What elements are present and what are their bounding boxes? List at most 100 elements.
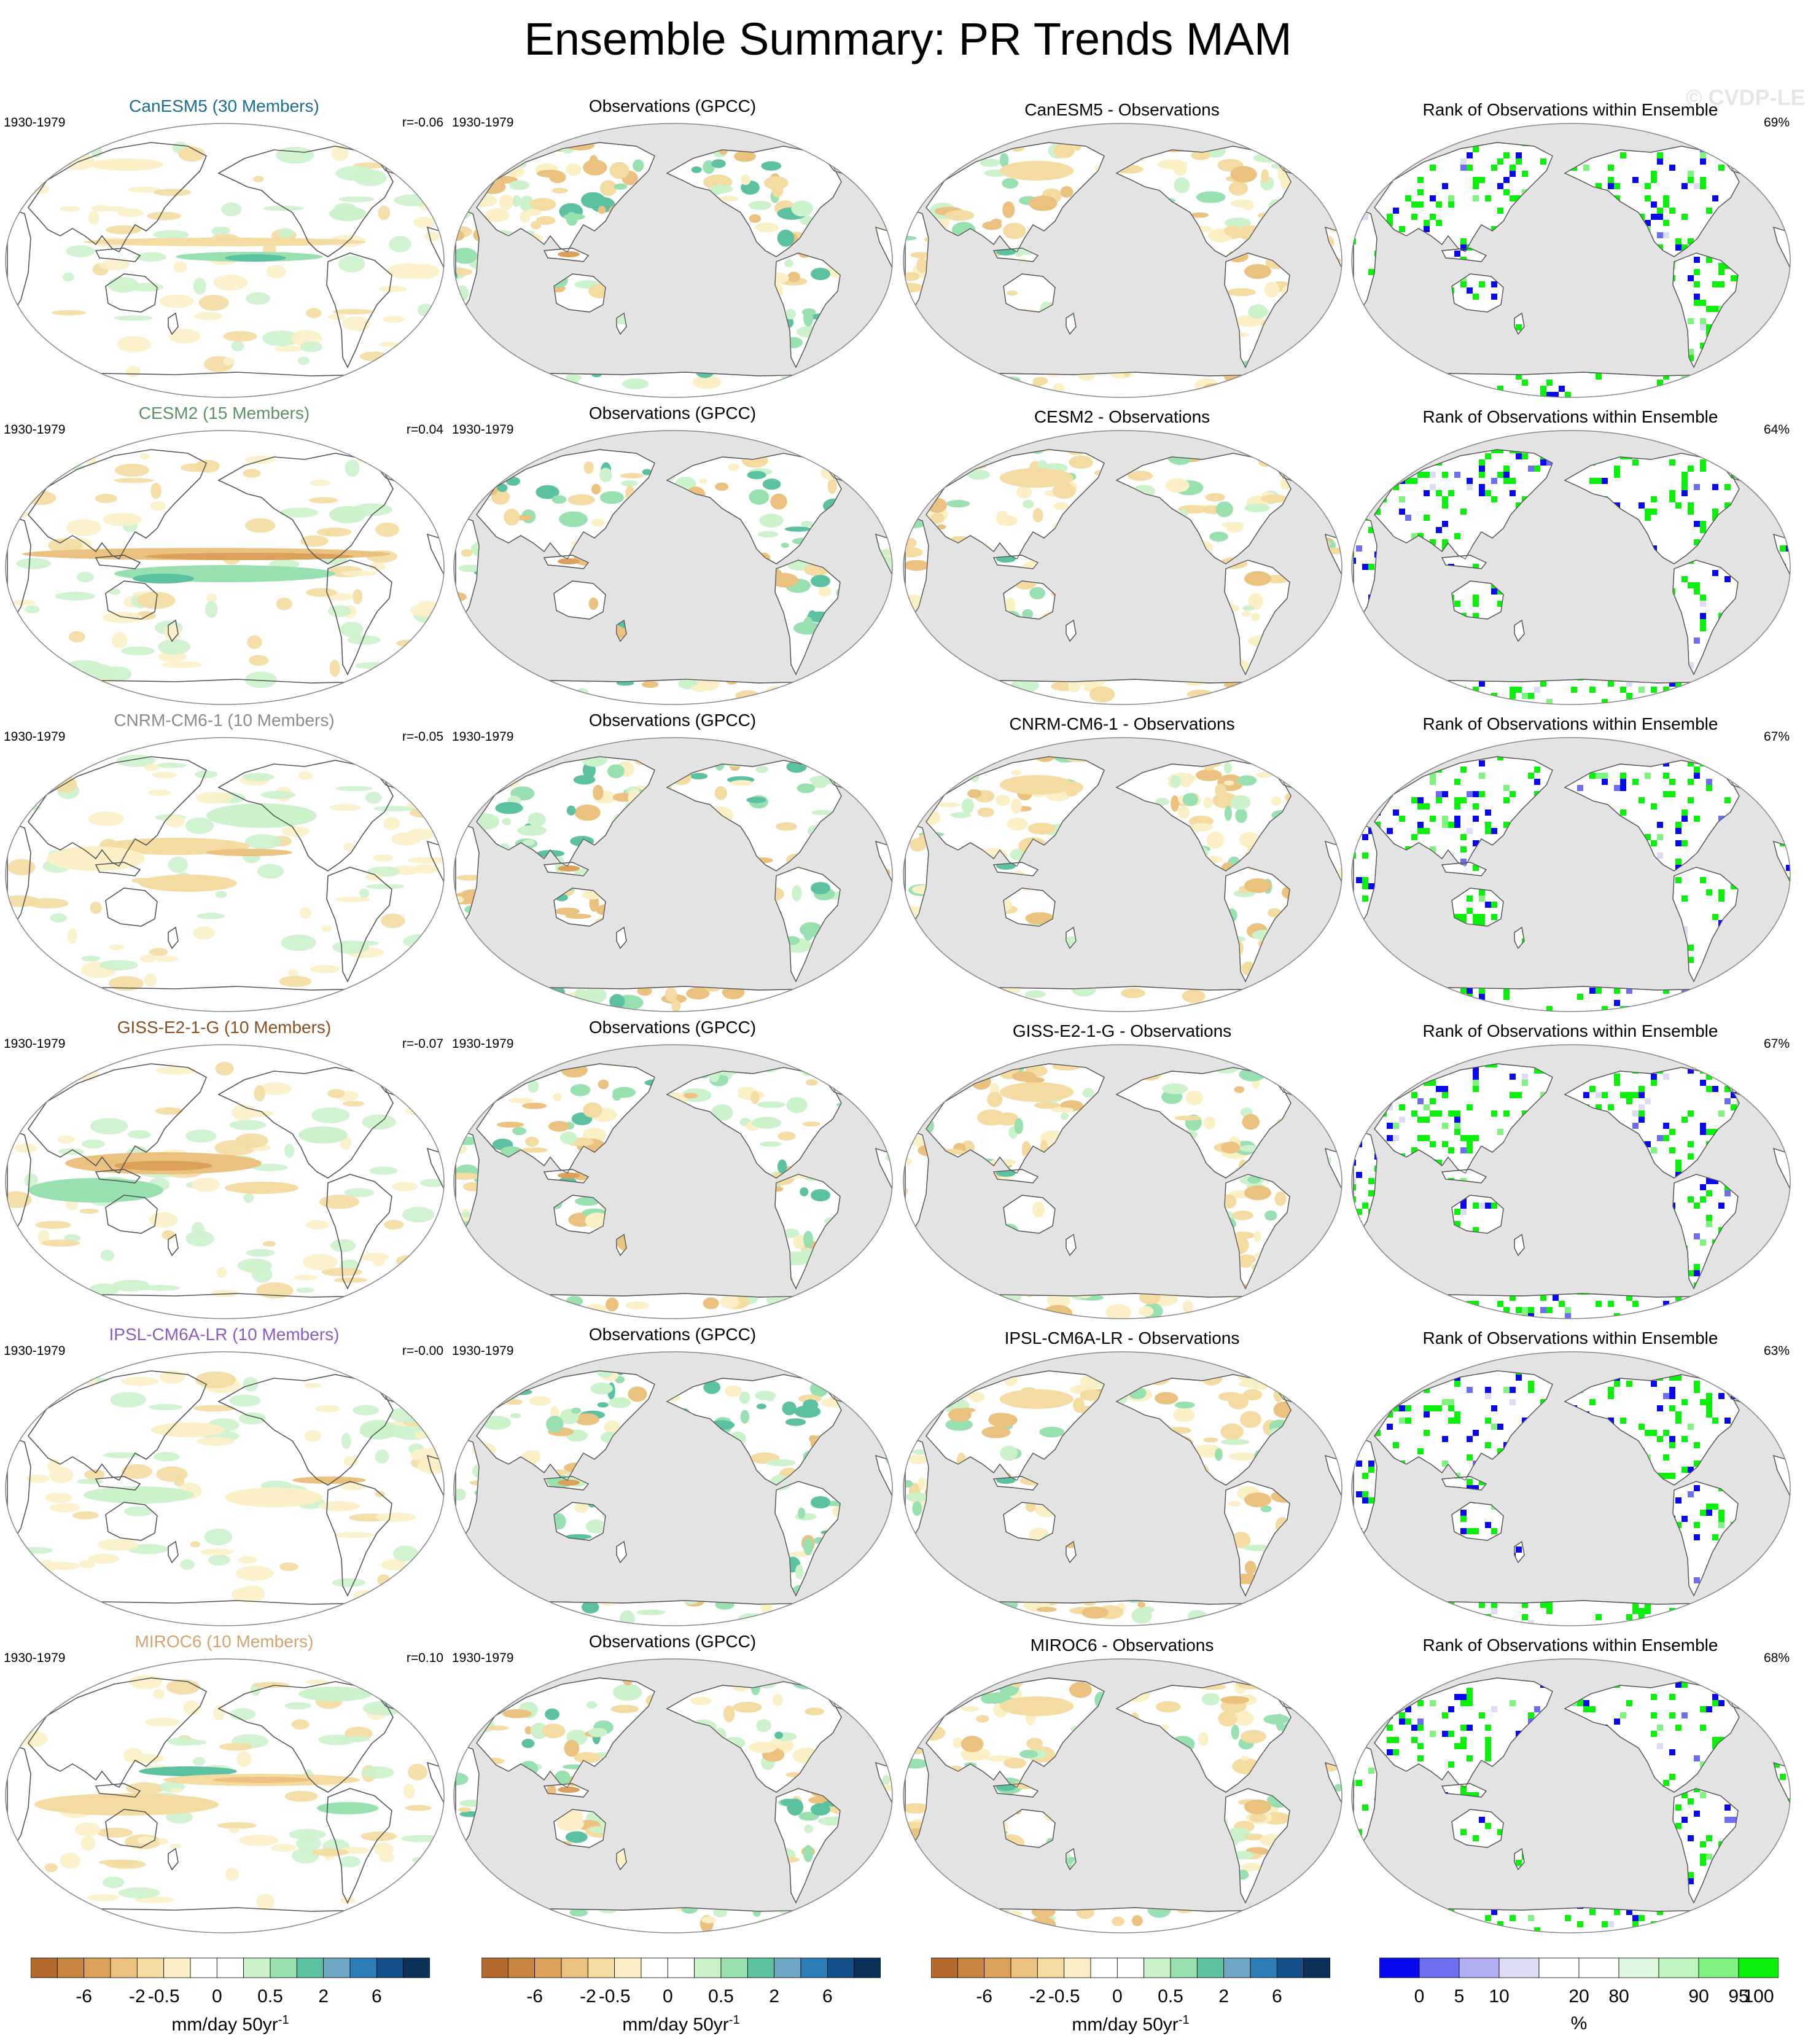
trend-patch (967, 789, 982, 798)
rank-cell (1749, 1074, 1755, 1080)
rank-cell (1718, 128, 1724, 134)
rank-cell (1374, 361, 1381, 367)
rank-cell (1780, 852, 1786, 859)
rank-cell (1399, 1276, 1405, 1282)
rank-cell (1381, 142, 1387, 146)
rank-cell (1374, 975, 1381, 981)
trend-patch (991, 743, 1018, 748)
rank-cell (1497, 450, 1503, 453)
rank-cell (1632, 122, 1639, 128)
rank-cell (1411, 435, 1417, 441)
trend-patch (1267, 685, 1288, 696)
trend-patch (319, 1195, 360, 1209)
trend-patch (310, 479, 331, 486)
rank-cell (1362, 355, 1368, 361)
rank-cell (1448, 386, 1454, 392)
trend-patch (1299, 687, 1325, 693)
trend-patch (633, 159, 644, 172)
trend-patch (243, 1193, 254, 1203)
rank-cell (1712, 1209, 1718, 1215)
rank-cell (1682, 895, 1688, 902)
trend-patch (457, 979, 478, 985)
rank-cell (1743, 760, 1749, 766)
rank-cell (1663, 687, 1669, 693)
trend-patch (412, 1271, 440, 1278)
trend-patch (300, 535, 329, 547)
trend-patch (777, 1159, 787, 1174)
trend-patch (215, 891, 227, 899)
trend-patch (982, 221, 1002, 230)
trend-patch (917, 436, 945, 443)
rank-cell (1596, 478, 1602, 484)
rank-cell (1528, 1307, 1534, 1313)
rank-cell (1411, 1006, 1417, 1012)
rank-cell (1688, 502, 1694, 509)
rank-cell (1546, 380, 1553, 386)
rank-cell (1645, 681, 1651, 687)
rank-cell (1694, 122, 1700, 128)
rank-cell (1694, 300, 1700, 306)
rank-cell (1694, 294, 1700, 300)
rank-cell (1436, 748, 1442, 754)
rank-cell (1774, 459, 1780, 466)
rank-cell (1399, 816, 1405, 822)
trend-patch (55, 591, 96, 601)
rank-cell (1374, 687, 1381, 693)
trend-patch (937, 1285, 957, 1293)
rank-cell (1724, 576, 1731, 582)
rank-panel: Rank of Observations within Ensemble 69% (1346, 92, 1795, 399)
trend-patch (194, 459, 220, 473)
rank-cell (1755, 361, 1761, 367)
trend-patch (493, 690, 517, 697)
trend-patch (1173, 160, 1187, 176)
rank-cell (1718, 281, 1724, 287)
rank-cell (1663, 122, 1669, 128)
trend-patch (1235, 808, 1247, 823)
trend-patch (185, 1230, 214, 1247)
trend-patch (781, 542, 789, 548)
rank-cell (1675, 822, 1682, 828)
trend-patch (1295, 357, 1308, 367)
trend-patch (217, 1266, 227, 1278)
trend-patch (158, 639, 190, 655)
trend-patch (740, 174, 751, 185)
trend-patch (735, 690, 760, 701)
trend-patch (496, 1121, 524, 1128)
trend-patch (962, 122, 987, 135)
trend-feature (225, 254, 286, 262)
rank-cell (1381, 142, 1387, 146)
rank-cell (1731, 1000, 1737, 1006)
rank-cell (1454, 601, 1460, 607)
trend-patch (555, 381, 575, 397)
trend-patch (1287, 757, 1296, 768)
trend-patch (738, 1086, 755, 1095)
rank-cell (1767, 1301, 1774, 1307)
trend-patch (1242, 200, 1254, 211)
rank-cell (1491, 478, 1497, 484)
trend-patch (996, 510, 1009, 525)
trend-patch (456, 333, 471, 345)
trend-patch (843, 977, 859, 989)
land-antarctica (487, 372, 871, 397)
trend-patch (206, 593, 217, 603)
rank-cell (1356, 545, 1362, 552)
trend-patch (730, 779, 753, 786)
trend-patch (456, 191, 482, 199)
trend-patch (111, 631, 128, 649)
rank-cell (1675, 877, 1682, 883)
rank-cell (1485, 490, 1491, 496)
rank-cell (1651, 392, 1657, 397)
trend-patch (139, 954, 156, 963)
rank-cell (1399, 392, 1405, 397)
obs-panel: Observations (GPCC) 1930-1979 (448, 706, 897, 1013)
rank-cell (1405, 478, 1411, 484)
rank-cell (1700, 324, 1706, 330)
trend-patch (878, 649, 892, 655)
rank-cell (1516, 766, 1522, 773)
trend-patch (967, 1043, 979, 1055)
rank-cell (1589, 1006, 1596, 1012)
trend-patch (403, 934, 439, 949)
trend-patch (557, 123, 579, 137)
trend-patch (1264, 1210, 1277, 1221)
rank-cell (1589, 478, 1596, 484)
